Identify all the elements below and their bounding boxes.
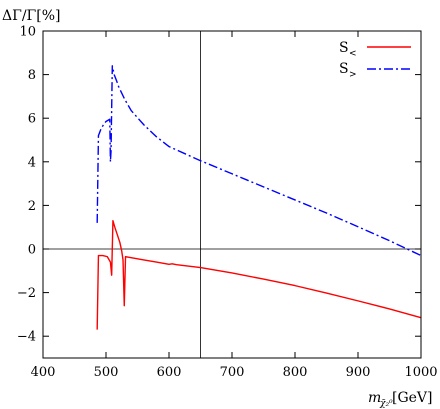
y-tick-label: 6 xyxy=(28,112,36,127)
legend-label-s-greater-main: S xyxy=(339,61,349,77)
y-tick-label: −2 xyxy=(17,286,36,301)
series-line-s-greater xyxy=(96,65,422,257)
y-axis-label: ΔΓ/Γ[%] xyxy=(2,8,60,24)
axis-ticks xyxy=(42,30,422,358)
legend-label-s-greater-sub: > xyxy=(349,70,357,80)
x-tick-label: 700 xyxy=(220,365,245,380)
y-tick-label: 8 xyxy=(28,68,36,83)
reference-lines xyxy=(43,31,421,358)
y-tick-label: −4 xyxy=(17,330,36,345)
legend: S < S > xyxy=(339,40,411,80)
x-axis-label-unit: [GeV] xyxy=(392,390,433,406)
legend-label-s-less-sub: < xyxy=(349,49,357,59)
plot-frame xyxy=(42,30,422,359)
legend-label-s-less-main: S xyxy=(339,40,349,56)
y-tick-label: 0 xyxy=(28,243,36,258)
legend-item-s-less: S < xyxy=(339,40,411,59)
x-axis-label: m χ̃₂⁰ [GeV] xyxy=(368,390,433,409)
series-layer xyxy=(96,65,422,330)
x-tick-label: 500 xyxy=(94,365,119,380)
tick-labels: 400 500 600 700 800 900 1000 −4 −2 0 2 4 6 8 10 xyxy=(17,25,438,381)
legend-item-s-greater: S > xyxy=(339,61,411,80)
series-line-s-less xyxy=(96,219,422,330)
y-tick-label: 10 xyxy=(19,25,36,40)
x-tick-label: 1000 xyxy=(404,365,437,380)
y-tick-label: 2 xyxy=(28,199,36,214)
y-tick-label: 4 xyxy=(28,155,36,170)
x-tick-label: 800 xyxy=(283,365,308,380)
x-tick-label: 600 xyxy=(157,365,182,380)
x-tick-label: 900 xyxy=(346,365,371,380)
x-tick-label: 400 xyxy=(31,365,56,380)
x-axis-label-main: m xyxy=(368,390,381,406)
x-axis-label-sub: χ̃₂⁰ xyxy=(379,398,393,409)
